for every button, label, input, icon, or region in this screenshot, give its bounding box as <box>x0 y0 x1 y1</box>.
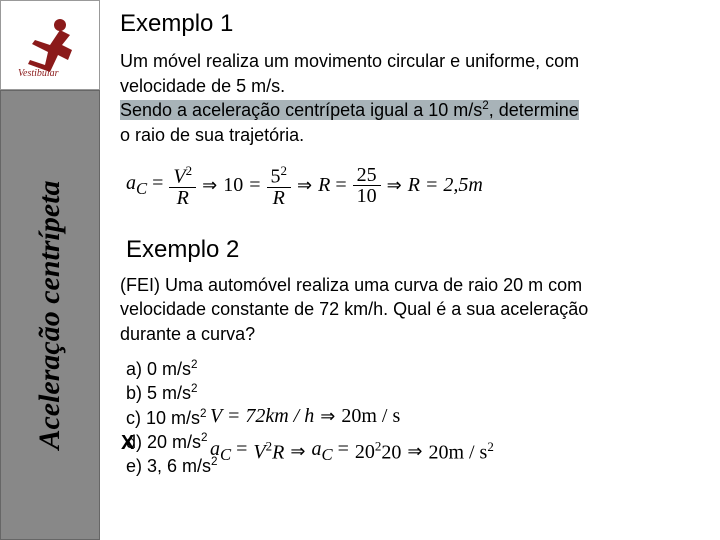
example2-line1: (FEI) Uma automóvel realiza uma curva de… <box>120 274 695 297</box>
correct-mark-icon: X <box>121 430 134 457</box>
example2-main-formula: aC = V2R ⇒ aC = 20220 ⇒ 20m / s2 <box>210 438 494 465</box>
example1-heading: Exemplo 1 <box>120 10 695 38</box>
conversion-formula: V = 72km / h ⇒ 20m / s <box>210 405 494 428</box>
example2-line2: velocidade constante de 72 km/h. Qual é … <box>120 298 695 321</box>
example1-line1: Um móvel realiza um movimento circular e… <box>120 50 695 73</box>
sidebar: Vestibular Aceleração centrípeta <box>0 0 100 540</box>
vertical-title: Aceleração centrípeta <box>33 180 67 449</box>
example1-line3: Sendo a aceleração centrípeta igual a 10… <box>120 99 695 122</box>
example1-line4: o raio de sua trajetória. <box>120 124 695 147</box>
option-b: b) 5 m/s2 <box>126 381 695 405</box>
example1-line3b: , determine <box>489 100 579 120</box>
example1-line2: velocidade de 5 m/s. <box>120 75 695 98</box>
example2-line3: durante a curva? <box>120 323 695 346</box>
falling-person-icon: Vestibular <box>10 10 90 80</box>
example2-heading: Exemplo 2 <box>126 236 695 264</box>
example1-line3a: Sendo a aceleração centrípeta igual a 10… <box>120 100 482 120</box>
example2-formulas: V = 72km / h ⇒ 20m / s aC = V2R ⇒ aC = 2… <box>210 405 494 475</box>
logo-box: Vestibular <box>0 0 100 90</box>
svg-text:Vestibular: Vestibular <box>18 68 59 79</box>
example1-formula: aC = V2R ⇒ 10= 52R ⇒ R = 2510 ⇒ R = 2,5m <box>126 164 695 208</box>
option-a: a) 0 m/s2 <box>126 357 695 381</box>
